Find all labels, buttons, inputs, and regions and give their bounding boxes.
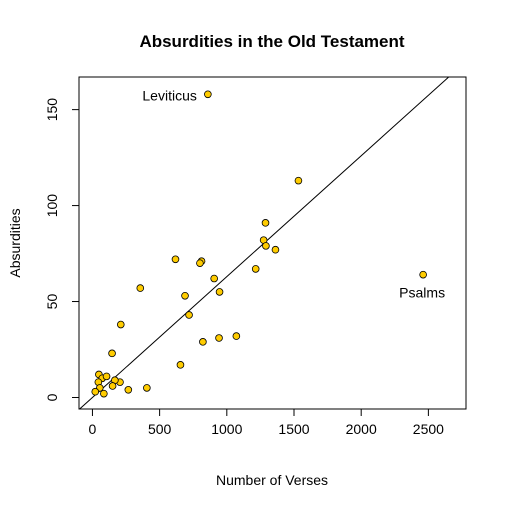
data-point (294, 176, 303, 185)
x-tick-label: 500 (148, 421, 172, 437)
fit-line-group (79, 77, 450, 409)
y-axis-label: Absurdities (7, 208, 23, 277)
x-tick-label: 0 (89, 421, 97, 437)
plot-frame (78, 76, 467, 410)
fit-line (79, 77, 450, 409)
data-point (108, 382, 117, 390)
x-tick-label: 1500 (278, 421, 309, 437)
y-tick-label: 100 (44, 194, 60, 218)
data-point (91, 387, 100, 396)
data-point (136, 284, 145, 292)
data-point (116, 320, 125, 329)
point-label: Psalms (399, 285, 445, 301)
data-point (262, 242, 270, 250)
data-point (199, 338, 207, 346)
point-label: Leviticus (142, 87, 196, 103)
data-point (271, 245, 280, 254)
data-point (251, 265, 260, 273)
x-tick-label: 1000 (211, 421, 242, 437)
data-point (215, 334, 223, 342)
data-point (185, 311, 193, 319)
y-tick-label: 50 (44, 294, 60, 310)
data-point (215, 288, 224, 296)
data-point (419, 270, 427, 279)
data-point (196, 259, 204, 267)
y-tick-label: 150 (44, 98, 60, 122)
data-point (204, 90, 212, 99)
data-point (261, 219, 270, 227)
data-point (181, 291, 189, 300)
points-group (91, 90, 427, 398)
data-point (100, 389, 108, 398)
data-point (176, 361, 185, 369)
x-axis-label: Number of Verses (216, 472, 328, 488)
data-point (171, 255, 180, 264)
x-tick-label: 2000 (346, 421, 377, 437)
point-labels-group: Leviticus Psalms (142, 87, 445, 300)
x-tick-label: 2500 (413, 421, 444, 437)
x-axis: 0 500 1000 1500 2000 2500 (89, 408, 444, 437)
chart-title: Absurdities in the Old Testament (139, 32, 404, 51)
data-point (143, 384, 151, 392)
data-point (232, 332, 241, 340)
data-point (108, 349, 116, 358)
y-axis: 0 50 100 150 (44, 98, 80, 401)
data-point (124, 386, 133, 394)
data-point (102, 372, 111, 381)
data-point (210, 274, 218, 283)
y-tick-label: 0 (44, 393, 60, 401)
